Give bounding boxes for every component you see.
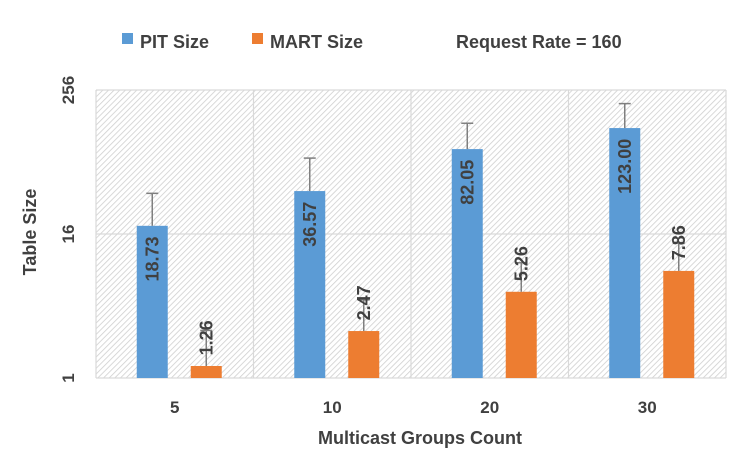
legend-label-mart-size: MART Size [270, 32, 363, 52]
y-axis: 1 16 256 [59, 76, 78, 383]
x-axis-title: Multicast Groups Count [318, 428, 522, 448]
y-tick-label-1: 1 [59, 373, 78, 382]
x-tick-label-5: 5 [170, 398, 179, 417]
legend-swatch-mart-size [252, 33, 263, 44]
bar-mart-size-10 [348, 331, 380, 378]
x-tick-label-20: 20 [480, 398, 499, 417]
data-label-0-0: 18.73 [142, 236, 162, 281]
x-axis: 5 10 20 30 [170, 398, 657, 417]
data-label-0-1: 36.57 [300, 202, 320, 247]
data-label-1-0: 1.26 [196, 320, 216, 355]
legend: PIT Size MART Size Request Rate = 160 [122, 32, 622, 52]
legend-swatch-pit-size [122, 33, 133, 44]
data-label-1-3: 7.86 [669, 225, 689, 260]
error-bars: 18.73 36.57 82.05 123.00 1.26 2.47 5.26 7.86 [142, 102, 689, 366]
legend-label-pit-size: PIT Size [140, 32, 209, 52]
bar-pit-size-10 [294, 191, 326, 378]
data-label-0-2: 82.05 [457, 160, 477, 205]
y-axis-title: Table Size [20, 189, 40, 276]
bar-pit-size-20 [451, 149, 483, 378]
y-tick-label-16: 16 [59, 225, 78, 244]
x-tick-label-30: 30 [638, 398, 657, 417]
data-label-0-3: 123.00 [615, 139, 635, 194]
bar-pit-size-30 [609, 128, 641, 378]
bars [136, 128, 695, 378]
bar-mart-size-5 [190, 365, 222, 378]
data-label-1-2: 5.26 [511, 246, 531, 281]
x-tick-label-10: 10 [323, 398, 342, 417]
chart-title: Request Rate = 160 [456, 32, 622, 52]
bar-mart-size-30 [663, 270, 695, 378]
data-label-1-1: 2.47 [354, 285, 374, 320]
y-tick-label-256: 256 [59, 76, 78, 104]
bar-pit-size-5 [136, 225, 168, 378]
bar-mart-size-20 [505, 291, 537, 378]
